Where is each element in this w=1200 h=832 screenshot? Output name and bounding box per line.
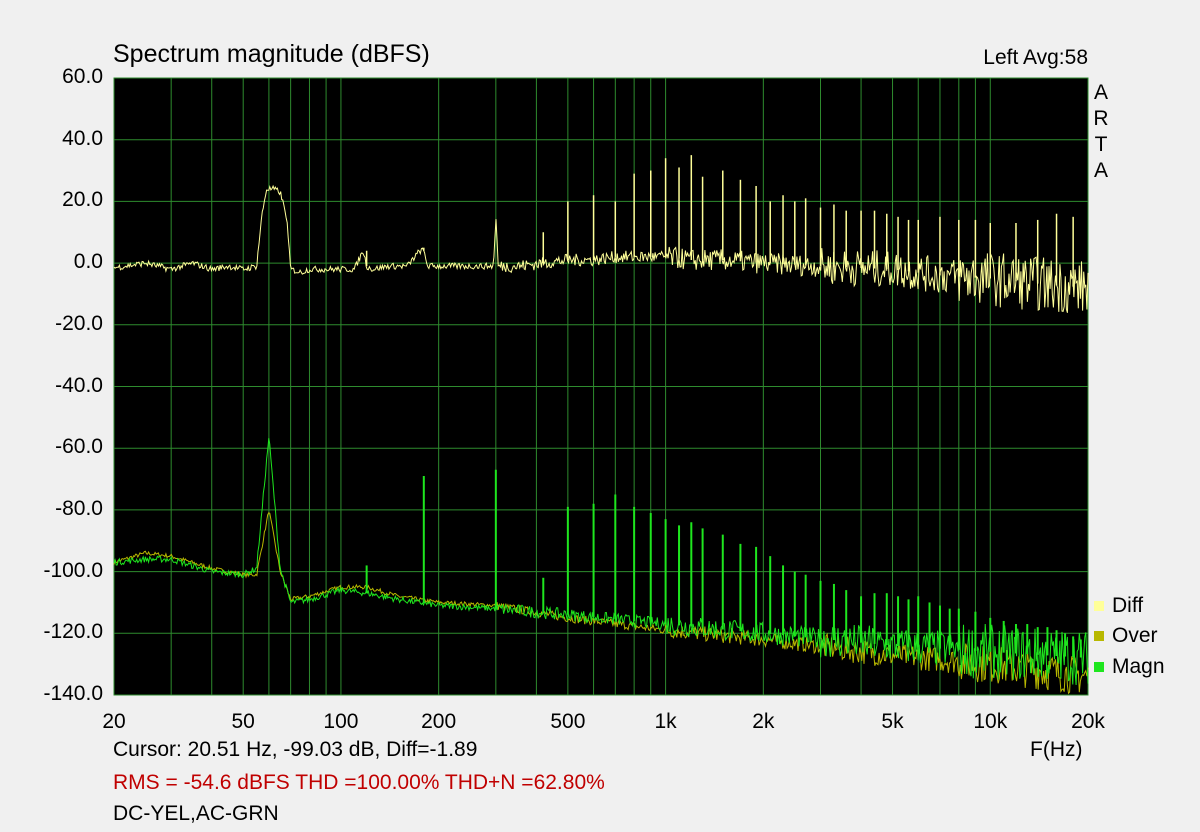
y-tick-label: -80.0 bbox=[55, 496, 103, 520]
legend-swatch-magn bbox=[1094, 662, 1104, 673]
legend-swatch-diff bbox=[1094, 601, 1104, 612]
y-tick-label: -20.0 bbox=[55, 311, 103, 335]
x-tick-label: 20k bbox=[1071, 710, 1105, 733]
channel-color-mode: DC-YEL,AC-GRN bbox=[113, 802, 279, 825]
legend-swatch-over bbox=[1094, 631, 1104, 642]
brand-letter: R bbox=[1093, 107, 1109, 130]
plot-border bbox=[113, 77, 1089, 696]
brand-letter: T bbox=[1094, 133, 1108, 156]
y-tick-label: -140.0 bbox=[43, 682, 103, 705]
measurement-stats: RMS = -54.6 dBFS THD =100.00% THD+N =62.… bbox=[113, 771, 605, 794]
y-tick-label: 20.0 bbox=[62, 188, 103, 212]
x-tick-label: 5k bbox=[881, 710, 904, 733]
x-tick-label: 50 bbox=[231, 710, 255, 733]
legend-item-magn: Magn bbox=[1094, 655, 1165, 679]
legend-label-diff: Diff bbox=[1112, 594, 1144, 617]
brand-letter: A bbox=[1093, 159, 1108, 182]
y-tick-label: 60.0 bbox=[62, 65, 103, 88]
chart-title: Spectrum magnitude (dBFS) bbox=[113, 40, 430, 68]
y-tick-label: 0.0 bbox=[73, 250, 103, 274]
series-line-magn bbox=[113, 438, 1089, 686]
y-tick-label: -100.0 bbox=[43, 558, 103, 582]
x-axis-unit-label: F(Hz) bbox=[1030, 738, 1083, 761]
x-tick-label: 2k bbox=[752, 710, 775, 733]
legend-label-magn: Magn bbox=[1112, 655, 1165, 678]
x-tick-label: 20 bbox=[102, 710, 126, 733]
legend-item-over: Over bbox=[1094, 624, 1158, 648]
channel-average-label: Left Avg:58 bbox=[983, 46, 1088, 69]
brand-letter: A bbox=[1093, 81, 1108, 104]
y-tick-label: 40.0 bbox=[62, 126, 103, 150]
x-tick-label: 200 bbox=[421, 710, 457, 733]
brand-vertical-label: A R T A bbox=[1091, 80, 1111, 184]
series-line-over bbox=[113, 511, 1089, 695]
cursor-readout: Cursor: 20.51 Hz, -99.03 dB, Diff=-1.89 bbox=[113, 738, 478, 761]
series-line-diff bbox=[113, 184, 1089, 313]
x-tick-label: 1k bbox=[654, 710, 677, 733]
x-tick-label: 100 bbox=[323, 710, 359, 733]
x-tick-label: 10k bbox=[973, 710, 1008, 733]
y-tick-label: -120.0 bbox=[43, 620, 103, 644]
legend-label-over: Over bbox=[1112, 624, 1158, 647]
y-tick-label: -40.0 bbox=[55, 373, 103, 397]
legend-item-diff: Diff bbox=[1094, 594, 1143, 618]
y-tick-label: -60.0 bbox=[55, 435, 103, 459]
x-tick-label: 500 bbox=[550, 710, 586, 733]
